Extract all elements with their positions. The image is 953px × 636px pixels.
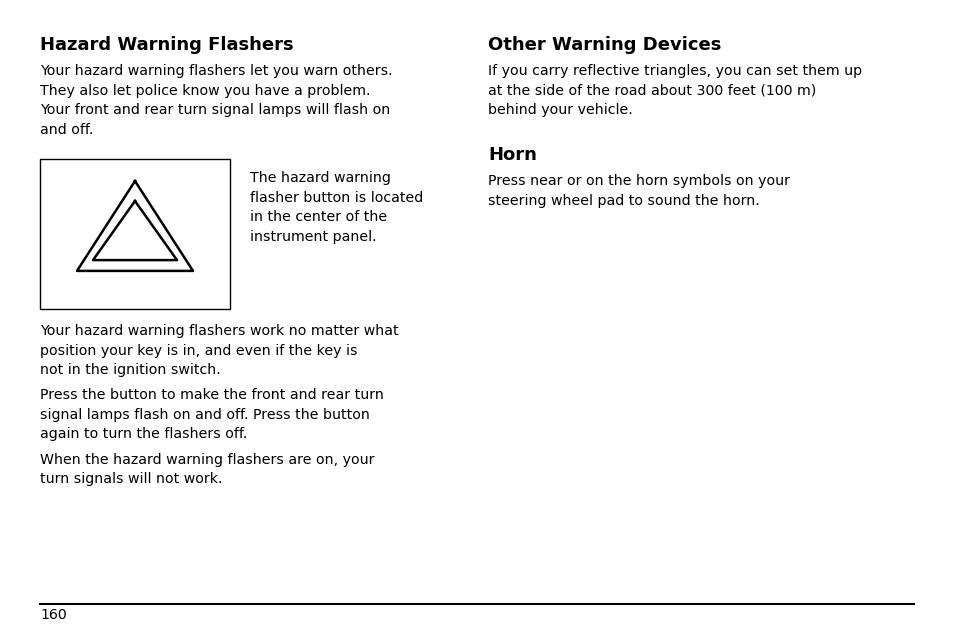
Text: Hazard Warning Flashers: Hazard Warning Flashers (40, 36, 294, 54)
Text: 160: 160 (40, 608, 67, 622)
Text: When the hazard warning flashers are on, your
turn signals will not work.: When the hazard warning flashers are on,… (40, 453, 375, 487)
Text: Other Warning Devices: Other Warning Devices (488, 36, 720, 54)
Bar (40, 159, 230, 309)
Text: Your hazard warning flashers work no matter what
position your key is in, and ev: Your hazard warning flashers work no mat… (40, 324, 398, 377)
Text: Horn: Horn (488, 146, 537, 164)
Text: Your hazard warning flashers let you warn others.
They also let police know you : Your hazard warning flashers let you war… (40, 64, 393, 137)
Text: Press near or on the horn symbols on your
steering wheel pad to sound the horn.: Press near or on the horn symbols on you… (488, 174, 789, 207)
Text: The hazard warning
flasher button is located
in the center of the
instrument pan: The hazard warning flasher button is loc… (250, 171, 423, 244)
Text: If you carry reflective triangles, you can set them up
at the side of the road a: If you carry reflective triangles, you c… (488, 64, 862, 117)
Text: Press the button to make the front and rear turn
signal lamps flash on and off. : Press the button to make the front and r… (40, 388, 383, 441)
